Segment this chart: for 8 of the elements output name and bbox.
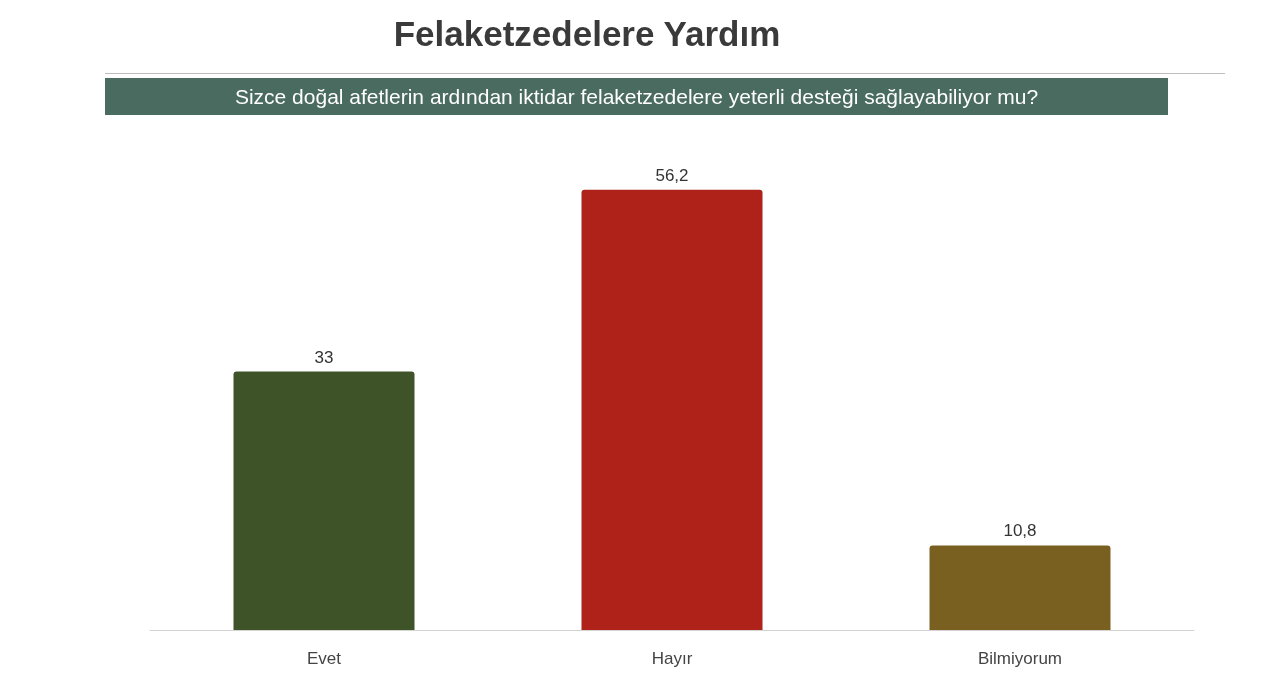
chart-title: Felaketzedelere Yardım (392, 14, 782, 54)
chart-subtitle: Sizce doğal afetlerin ardından iktidar felaketzedelere yeterli desteği sağlayabiliyor mu? (234, 84, 1039, 109)
x-tick-label: Bilmiyorum (977, 649, 1063, 668)
x-tick-label: Hayır (651, 649, 693, 668)
data-label: 10,8 (1003, 521, 1037, 541)
x-tick-label: Evet (306, 649, 342, 668)
data-label: 33 (314, 347, 334, 367)
data-label: 56,2 (655, 165, 689, 185)
